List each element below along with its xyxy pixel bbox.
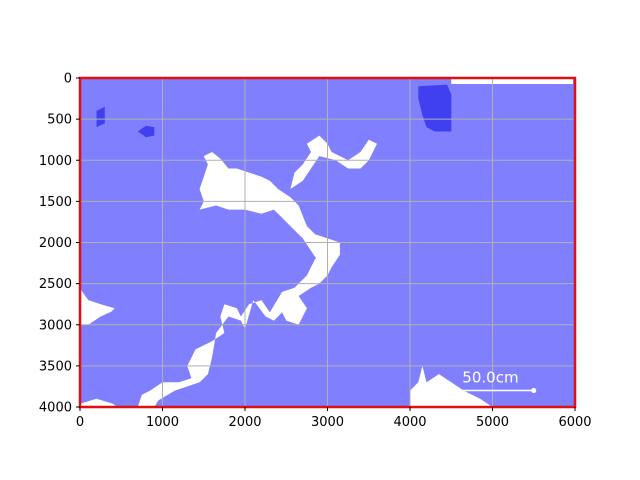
land-region xyxy=(290,135,377,189)
y-tick-label: 2500 xyxy=(39,277,72,292)
scale-bar: 50.0cm xyxy=(447,369,537,394)
axes-ticks: 0 1000 2000 3000 4000 5000 6000 0 500 1000 1500 200… xyxy=(39,72,592,431)
x-tick-label: 3000 xyxy=(311,415,344,430)
deep-water-region xyxy=(137,125,155,138)
x-tick-label: 5000 xyxy=(476,415,509,430)
land-region xyxy=(410,365,493,407)
land-region xyxy=(451,79,573,84)
land-region xyxy=(199,152,340,276)
y-tick-label: 2000 xyxy=(39,236,72,251)
x-tick-label: 0 xyxy=(76,415,84,430)
y-tick-label: 1500 xyxy=(39,195,72,210)
y-tick-label: 500 xyxy=(47,113,72,128)
x-tick-label: 4000 xyxy=(393,415,426,430)
scale-bar-endpoint xyxy=(531,388,537,394)
y-tick-label: 3000 xyxy=(39,318,72,333)
land-region xyxy=(137,254,332,407)
x-tick-label: 2000 xyxy=(228,415,261,430)
deep-water-region xyxy=(96,106,105,128)
y-tick-label: 3500 xyxy=(39,359,72,374)
deep-water-region xyxy=(418,84,452,132)
land-region xyxy=(80,288,115,325)
y-tick-label: 4000 xyxy=(39,401,72,416)
land-region xyxy=(80,398,118,407)
y-tick-label: 0 xyxy=(64,72,72,87)
x-tick-label: 1000 xyxy=(146,415,179,430)
scale-bar-label: 50.0cm xyxy=(462,369,518,387)
y-tick-label: 1000 xyxy=(39,154,72,169)
x-tick-label: 6000 xyxy=(558,415,591,430)
